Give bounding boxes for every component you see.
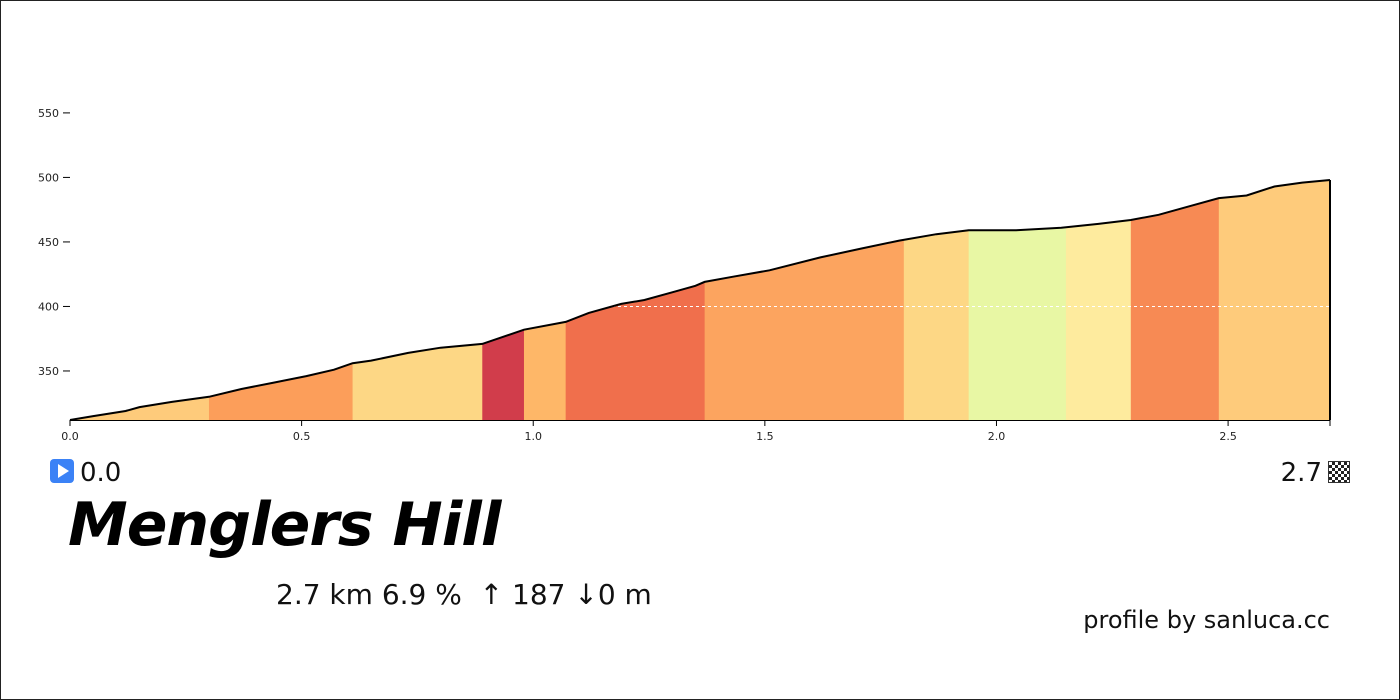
gradient-segment-12 bbox=[1218, 180, 1330, 420]
climb-title: Menglers Hill bbox=[68, 490, 501, 560]
x-tick-label: 0.0 bbox=[61, 430, 79, 443]
gradient-segments bbox=[70, 180, 1330, 420]
profile-credit: profile by sanluca.cc bbox=[1083, 606, 1330, 634]
gradient-segment-4 bbox=[482, 180, 525, 420]
gradient-segment-5 bbox=[523, 180, 567, 420]
y-tick-label: 400 bbox=[38, 300, 59, 313]
x-tick-label: 2.0 bbox=[988, 430, 1006, 443]
play-icon bbox=[50, 459, 74, 483]
end-marker: 2.7 bbox=[1281, 458, 1350, 488]
elevation-profile-line bbox=[69, 179, 1331, 421]
climb-stats: 2.7 km 6.9 % ↑ 187 ↓0 m bbox=[276, 578, 652, 611]
gradient-segment-11 bbox=[1130, 180, 1220, 420]
y-tick-label: 450 bbox=[38, 236, 59, 249]
checkered-flag-icon bbox=[1328, 461, 1350, 483]
gradient-segment-6 bbox=[565, 180, 706, 420]
x-tick-label: 2.5 bbox=[1219, 430, 1237, 443]
x-tick-label: 0.5 bbox=[293, 430, 311, 443]
y-tick-label: 550 bbox=[38, 107, 59, 120]
elevation-chart: 0.0 0.5 1.0 1.5 2.0 2.5 350 400 450 500 550 bbox=[38, 107, 1331, 443]
start-marker: 0.0 bbox=[50, 458, 121, 488]
x-ticks: 0.0 0.5 1.0 1.5 2.0 2.5 bbox=[61, 420, 1331, 443]
y-ticks: 350 400 450 500 550 bbox=[38, 107, 70, 378]
start-km: 0.0 bbox=[80, 458, 122, 488]
gradient-segment-8 bbox=[903, 180, 970, 420]
gradient-segment-9 bbox=[968, 180, 1067, 420]
x-tick-label: 1.0 bbox=[524, 430, 542, 443]
gradient-segment-7 bbox=[704, 180, 905, 420]
gradient-segment-2 bbox=[208, 180, 354, 420]
gradient-segment-3 bbox=[352, 180, 483, 420]
gradient-segment-1 bbox=[70, 180, 210, 420]
y-tick-label: 350 bbox=[38, 365, 59, 378]
x-tick-label: 1.5 bbox=[756, 430, 774, 443]
gradient-segment-10 bbox=[1065, 180, 1132, 420]
end-km: 2.7 bbox=[1280, 458, 1322, 488]
y-tick-label: 500 bbox=[38, 171, 59, 184]
